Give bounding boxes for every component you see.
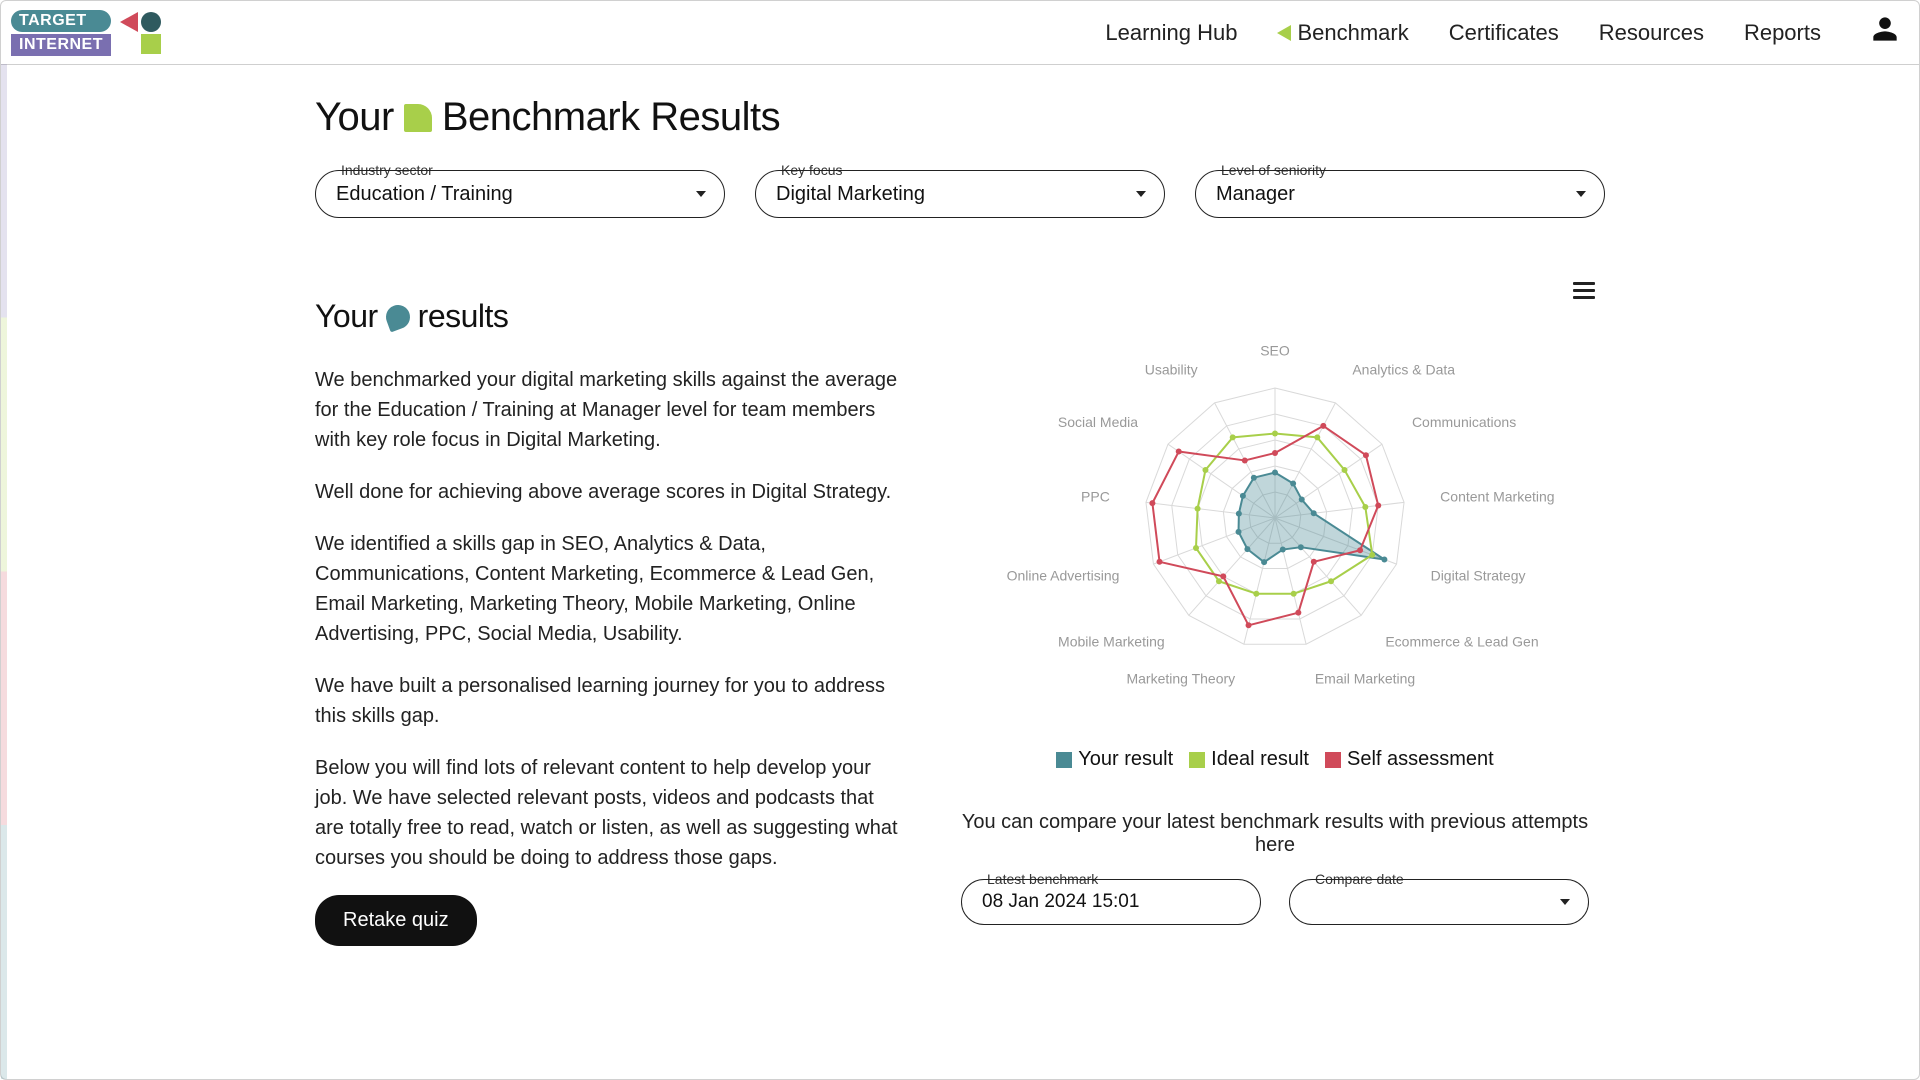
svg-text:Usability: Usability	[1145, 361, 1198, 377]
svg-text:SEO: SEO	[1260, 342, 1290, 358]
logo-shapes	[119, 12, 161, 54]
results-paragraph: Well done for achieving above average sc…	[315, 477, 905, 507]
nav-certificates[interactable]: Certificates	[1449, 20, 1559, 46]
chevron-down-icon	[1560, 899, 1570, 905]
nav-resources[interactable]: Resources	[1599, 20, 1704, 46]
results-paragraph: Below you will find lots of relevant con…	[315, 753, 905, 873]
leaf-icon	[404, 104, 432, 132]
svg-text:Communications: Communications	[1412, 414, 1516, 430]
nav-benchmark-label: Benchmark	[1297, 20, 1408, 46]
logo-line2: INTERNET	[11, 34, 111, 56]
page-title-suffix: Benchmark Results	[442, 95, 780, 140]
industry-select-wrap: Industry sector Education / Training	[315, 170, 725, 218]
logo-blank	[119, 34, 139, 54]
legend-swatch	[1189, 752, 1205, 768]
page-title: Your Benchmark Results	[315, 95, 1605, 140]
focus-select[interactable]: Digital Marketing	[755, 170, 1165, 218]
legend-your-result: Your result	[1056, 748, 1173, 771]
filter-selectors: Industry sector Education / Training Key…	[315, 170, 1605, 218]
nav-benchmark[interactable]: Benchmark	[1277, 20, 1408, 46]
logo-triangle-icon	[120, 12, 138, 32]
industry-value: Education / Training	[336, 183, 513, 206]
main-content: Your Benchmark Results Industry sector E…	[315, 65, 1605, 946]
svg-text:Online Advertising: Online Advertising	[1007, 568, 1120, 584]
legend-label: Your result	[1078, 748, 1173, 771]
results-paragraph: We have built a personalised learning jo…	[315, 671, 905, 731]
compare-date-select[interactable]	[1289, 879, 1589, 925]
chevron-down-icon	[1576, 191, 1586, 197]
compare-row: Latest benchmark 08 Jan 2024 15:01 Compa…	[945, 879, 1605, 925]
logo[interactable]: TARGET INTERNET	[11, 10, 161, 56]
results-heading-prefix: Your	[315, 298, 378, 335]
benchmark-active-icon	[1277, 25, 1291, 41]
logo-text: TARGET INTERNET	[11, 10, 111, 56]
compare-date-wrap: Compare date	[1289, 879, 1589, 925]
svg-text:Digital Strategy: Digital Strategy	[1431, 568, 1526, 584]
latest-benchmark-field[interactable]: 08 Jan 2024 15:01	[961, 879, 1261, 925]
svg-text:Marketing Theory: Marketing Theory	[1126, 670, 1235, 686]
legend-swatch	[1325, 752, 1341, 768]
chevron-down-icon	[1136, 191, 1146, 197]
svg-text:Mobile Marketing: Mobile Marketing	[1058, 633, 1165, 649]
content-row: Your results We benchmarked your digital…	[315, 298, 1605, 946]
chart-legend: Your result Ideal result Self assessment	[945, 748, 1605, 771]
results-text-column: Your results We benchmarked your digital…	[315, 298, 905, 946]
latest-benchmark-wrap: Latest benchmark 08 Jan 2024 15:01	[961, 879, 1261, 925]
results-heading-suffix: results	[418, 298, 509, 335]
legend-swatch	[1056, 752, 1072, 768]
app-header: TARGET INTERNET Learning Hub Benchmark C…	[1, 1, 1919, 65]
seniority-select-wrap: Level of seniority Manager	[1195, 170, 1605, 218]
chevron-down-icon	[696, 191, 706, 197]
logo-line1: TARGET	[11, 10, 111, 32]
main-nav: Learning Hub Benchmark Certificates Reso…	[1105, 15, 1899, 50]
focus-value: Digital Marketing	[776, 183, 925, 206]
side-accent	[1, 64, 7, 1079]
logo-circle-icon	[141, 12, 161, 32]
nav-reports[interactable]: Reports	[1744, 20, 1821, 46]
industry-select[interactable]: Education / Training	[315, 170, 725, 218]
radar-chart: SEO Analytics & Data Communications Content…	[965, 298, 1585, 718]
latest-benchmark-value: 08 Jan 2024 15:01	[982, 891, 1139, 913]
chart-column: SEO Analytics & Data Communications Content…	[945, 298, 1605, 946]
compare-hint: You can compare your latest benchmark re…	[945, 811, 1605, 857]
teal-leaf-icon	[382, 301, 413, 332]
svg-text:Content Marketing: Content Marketing	[1440, 489, 1554, 505]
legend-ideal-result: Ideal result	[1189, 748, 1309, 771]
nav-learning-hub[interactable]: Learning Hub	[1105, 20, 1237, 46]
page-title-prefix: Your	[315, 95, 394, 140]
svg-text:Ecommerce & Lead Gen: Ecommerce & Lead Gen	[1385, 633, 1538, 649]
user-icon[interactable]	[1871, 15, 1899, 50]
seniority-value: Manager	[1216, 183, 1295, 206]
legend-self-assessment: Self assessment	[1325, 748, 1494, 771]
seniority-select[interactable]: Manager	[1195, 170, 1605, 218]
svg-text:Email Marketing: Email Marketing	[1315, 670, 1415, 686]
svg-text:PPC: PPC	[1081, 489, 1110, 505]
focus-select-wrap: Key focus Digital Marketing	[755, 170, 1165, 218]
legend-label: Ideal result	[1211, 748, 1309, 771]
results-heading: Your results	[315, 298, 905, 335]
results-paragraph: We benchmarked your digital marketing sk…	[315, 365, 905, 455]
svg-text:Analytics & Data: Analytics & Data	[1352, 361, 1455, 377]
legend-label: Self assessment	[1347, 748, 1494, 771]
retake-quiz-button[interactable]: Retake quiz	[315, 895, 477, 946]
results-paragraph: We identified a skills gap in SEO, Analy…	[315, 529, 905, 649]
logo-square-icon	[141, 34, 161, 54]
svg-text:Social Media: Social Media	[1058, 414, 1138, 430]
